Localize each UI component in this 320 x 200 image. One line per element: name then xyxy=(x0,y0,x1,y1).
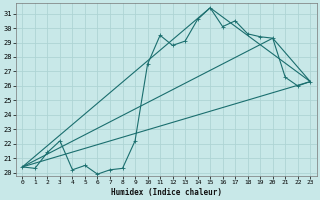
X-axis label: Humidex (Indice chaleur): Humidex (Indice chaleur) xyxy=(111,188,222,197)
